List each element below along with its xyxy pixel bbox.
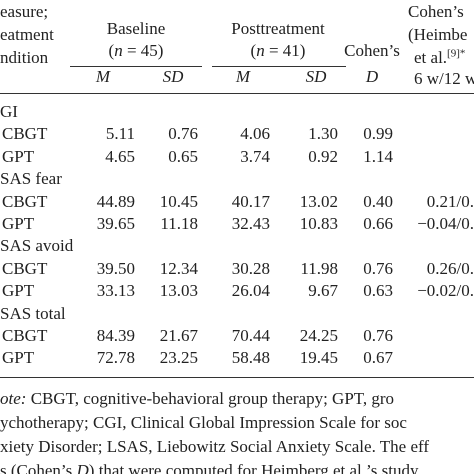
cell: 12.34 [159, 258, 198, 278]
note-text: D [76, 461, 89, 474]
heimberg-header: 6 w/12 w [414, 69, 474, 88]
cell: 24.25 [299, 326, 338, 345]
cell: −0.04/0. [417, 214, 474, 233]
cell: 0.63 [363, 281, 393, 301]
stat-header: SD [162, 67, 184, 86]
stat-header: M [95, 67, 111, 86]
cell: 0.67 [363, 348, 393, 368]
group-header: Baseline [106, 19, 166, 38]
cell: 0.76 [363, 258, 393, 278]
cell: 58.48 [231, 348, 270, 368]
note-line: ychotherapy; CGI, Clinical Global Impres… [0, 413, 474, 433]
cell: 4.65 [105, 146, 135, 166]
group-n-part: ( [250, 41, 257, 60]
rule [70, 66, 202, 67]
cell: 32.43 [231, 214, 270, 233]
cell: 0.66 [363, 214, 393, 233]
note-text: s (Cohen’s [0, 461, 77, 474]
note-text: ychotherapy; CGI, Clinical Global Impres… [0, 413, 407, 432]
group-label: SAS fear [0, 169, 62, 189]
row-label: CBGT [2, 258, 48, 278]
group-n-part: = 41) [264, 41, 306, 60]
cell: 0.26/0. [426, 258, 474, 278]
heimberg-header: Cohen’s [408, 2, 464, 21]
row-label: CBGT [2, 326, 48, 345]
cell: 0.92 [308, 146, 338, 166]
group-n-part: = 45) [122, 41, 164, 60]
group-n-part: ( [108, 41, 115, 60]
cohens-header: Cohen’s [344, 41, 400, 60]
cell: 1.14 [363, 146, 393, 166]
cell: 33.13 [96, 281, 135, 301]
rule [212, 66, 346, 67]
stat-header: SD [305, 67, 327, 86]
note-text: ) that were computed for Heimberg et al.… [88, 461, 419, 474]
cell: 3.74 [240, 146, 270, 166]
cell: 0.76 [168, 124, 198, 144]
cell: 21.67 [159, 326, 198, 345]
cell: 1.30 [308, 124, 338, 144]
cell: 11.98 [300, 258, 338, 278]
row-label: CBGT [2, 124, 48, 144]
rule [0, 93, 474, 94]
group-n-part: n [114, 41, 123, 60]
cell: 23.25 [159, 348, 198, 368]
cell: 4.06 [240, 124, 270, 144]
cell: 11.18 [160, 214, 198, 233]
cell: 72.78 [96, 348, 135, 368]
cell: 10.83 [299, 214, 338, 233]
cell: 0.65 [168, 146, 198, 166]
row-label: CBGT [2, 191, 48, 211]
cell: −0.02/0. [417, 281, 474, 301]
cell: 40.17 [231, 191, 270, 211]
cell: 26.04 [231, 281, 270, 301]
cell: 10.45 [159, 191, 198, 211]
row-label: GPT [2, 348, 35, 368]
cell: 13.02 [299, 191, 338, 211]
stat-header: M [235, 67, 251, 86]
group-label: SAS total [0, 303, 66, 323]
cell: 39.50 [96, 258, 135, 278]
cell: 30.28 [231, 258, 270, 278]
group-n: (n = 45) [109, 41, 164, 61]
heimberg-header: et al.[9]* [414, 47, 466, 67]
cohens-header: D [365, 67, 379, 86]
group-n: (n = 41) [251, 41, 306, 61]
cell: 19.45 [299, 348, 338, 368]
note-line: s (Cohen’s D) that were computed for Hei… [0, 461, 474, 474]
note-line: ote: CBGT, cognitive-behavioral group th… [0, 389, 474, 409]
measure-header: easure; [0, 2, 49, 21]
row-label: GPT [2, 146, 35, 166]
row-label: GPT [2, 214, 35, 233]
group-n-part: n [256, 41, 265, 60]
cell: 9.67 [308, 281, 338, 301]
ref-sup: [9]* [447, 47, 466, 60]
cell: 0.76 [363, 326, 393, 345]
cell: 44.89 [96, 191, 135, 211]
group-header: Posttreatment [231, 19, 325, 38]
cell: 0.21/0. [426, 191, 474, 211]
note-label: ote: [0, 389, 27, 408]
cell: 70.44 [231, 326, 270, 345]
cell: 39.65 [96, 214, 135, 233]
cell: 0.40 [363, 191, 393, 211]
cell: 0.99 [363, 124, 393, 144]
measure-header: ndition [0, 48, 49, 67]
group-label: GI [0, 102, 18, 121]
rule [0, 377, 474, 378]
measure-header: eatment [0, 25, 54, 44]
heimberg-header: (Heimbe [408, 25, 468, 44]
note-line: xiety Disorder; LSAS, Liebowitz Social A… [0, 437, 474, 457]
row-label: GPT [2, 281, 35, 301]
note-text: xiety Disorder; LSAS, Liebowitz Social A… [0, 437, 430, 456]
cell: 84.39 [96, 326, 135, 345]
group-label: SAS avoid [0, 236, 74, 256]
note-text: CBGT, cognitive-behavioral group therapy… [30, 389, 395, 408]
cell: 5.11 [105, 124, 135, 144]
cell: 13.03 [159, 281, 198, 301]
